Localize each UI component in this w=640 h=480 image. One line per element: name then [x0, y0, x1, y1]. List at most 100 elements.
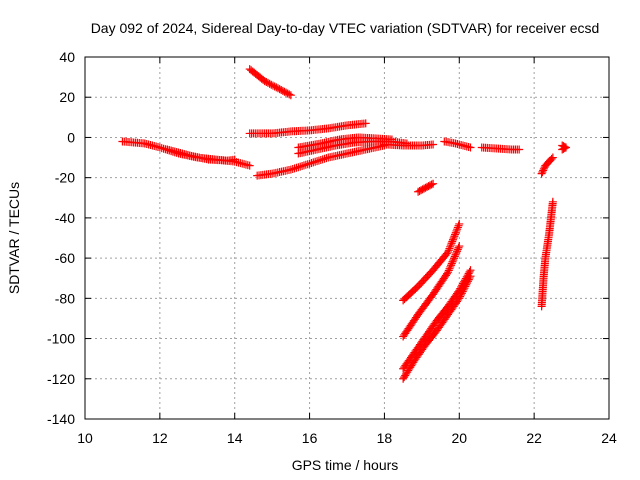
- data-point: [457, 282, 466, 291]
- data-point: [285, 90, 294, 99]
- data-point: [157, 144, 166, 153]
- y-tick-label: -140: [47, 411, 75, 427]
- data-point: [273, 84, 282, 93]
- y-tick-label: -80: [55, 290, 75, 306]
- data-point: [265, 79, 274, 88]
- data-series: [163, 145, 239, 165]
- data-point: [399, 374, 408, 383]
- data-point: [286, 165, 295, 174]
- data-point: [270, 82, 279, 91]
- data-series: [380, 140, 438, 150]
- data-point: [262, 78, 271, 87]
- data-point: [442, 269, 451, 278]
- data-point: [305, 159, 314, 168]
- data-point: [445, 244, 454, 253]
- data-point: [548, 153, 557, 162]
- x-tick-label: 16: [302, 430, 318, 446]
- data-point: [245, 161, 254, 170]
- data-point: [314, 156, 323, 165]
- data-series: [253, 141, 389, 180]
- y-ticks: -140 -120 -100 -80 -60 -40 -20 0 20 40: [47, 49, 609, 427]
- data-point: [404, 366, 413, 375]
- data-point: [452, 249, 461, 258]
- data-point: [427, 180, 436, 189]
- data-point: [299, 161, 308, 170]
- data-point: [466, 266, 475, 275]
- data-point: [559, 144, 568, 153]
- data-point: [458, 281, 467, 290]
- data-point: [454, 221, 463, 230]
- data-point: [558, 145, 567, 154]
- x-tick-label: 14: [227, 430, 243, 446]
- data-point: [361, 119, 370, 128]
- data-point: [515, 145, 524, 154]
- data-point: [451, 230, 460, 239]
- data-point: [453, 245, 462, 254]
- data-marks: [118, 65, 570, 383]
- data-point: [460, 276, 469, 285]
- data-point: [455, 219, 464, 228]
- data-point: [290, 164, 299, 173]
- plot-frame: [84, 56, 610, 420]
- y-tick-label: -60: [55, 250, 75, 266]
- data-point: [401, 371, 410, 380]
- data-point: [463, 271, 472, 280]
- data-point: [320, 154, 329, 163]
- data-point: [462, 272, 471, 281]
- data-point: [400, 373, 409, 382]
- data-point: [292, 163, 301, 172]
- data-point: [307, 158, 316, 167]
- data-point: [456, 284, 465, 293]
- data-point: [444, 266, 453, 275]
- data-point: [309, 158, 318, 167]
- data-point: [461, 274, 470, 283]
- data-point: [454, 243, 463, 252]
- data-point: [446, 241, 455, 250]
- y-tick-label: -20: [55, 170, 75, 186]
- data-point: [263, 78, 272, 87]
- data-point: [451, 228, 460, 237]
- data-point: [447, 239, 456, 248]
- data-point: [453, 223, 462, 232]
- x-tick-label: 10: [77, 430, 93, 446]
- data-point: [449, 255, 458, 264]
- data-point: [313, 157, 322, 166]
- data-point: [459, 277, 468, 286]
- data-point: [446, 242, 455, 251]
- data-point: [267, 80, 276, 89]
- data-point: [446, 262, 455, 271]
- data-series: [537, 197, 557, 311]
- data-point: [311, 157, 320, 166]
- data-point: [452, 226, 461, 235]
- data-point: [403, 368, 412, 377]
- y-tick-label: 0: [67, 129, 75, 145]
- data-series: [245, 65, 295, 100]
- x-tick-label: 20: [451, 430, 467, 446]
- data-point: [445, 264, 454, 273]
- data-point: [466, 143, 475, 152]
- y-axis-title: SDTVAR / TECUs: [6, 182, 22, 294]
- chart-title: Day 092 of 2024, Sidereal Day-to-day VTE…: [91, 20, 600, 36]
- data-point: [465, 267, 474, 276]
- data-point: [272, 83, 281, 92]
- data-series: [399, 242, 464, 341]
- y-tick-label: -40: [55, 210, 75, 226]
- x-tick-label: 12: [152, 430, 168, 446]
- data-point: [316, 155, 325, 164]
- data-series: [558, 141, 570, 154]
- x-tick-label: 24: [601, 430, 617, 446]
- data-point: [155, 143, 164, 152]
- data-point: [230, 155, 239, 164]
- data-point: [450, 254, 459, 263]
- data-point: [454, 287, 463, 296]
- data-series: [537, 153, 557, 178]
- data-point: [294, 163, 303, 172]
- data-point: [296, 162, 305, 171]
- data-point: [448, 237, 457, 246]
- data-point: [159, 144, 168, 153]
- data-point: [450, 252, 459, 261]
- y-tick-label: 20: [59, 89, 75, 105]
- x-tick-label: 18: [377, 430, 393, 446]
- data-point: [453, 225, 462, 234]
